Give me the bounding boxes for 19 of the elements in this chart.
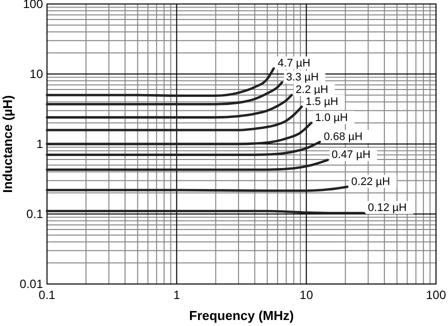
series-label: 2.2 µH <box>296 84 328 96</box>
series-label: 4.7 µH <box>278 57 310 70</box>
y-tick-label: 0.1 <box>26 207 44 221</box>
y-tick-label: 1 <box>36 137 44 151</box>
y-tick-label: 10 <box>30 67 44 81</box>
series-label: 0.47 µH <box>332 149 370 162</box>
series-label: 0.12 µH <box>368 202 407 214</box>
y-tick-label: 0.01 <box>20 277 44 291</box>
y-axis-title: Inductance (µH) <box>0 95 15 193</box>
series-label: 3.3 µH <box>286 71 319 84</box>
series-label: 0.22 µH <box>351 176 390 188</box>
x-tick-label: 1 <box>173 288 180 302</box>
series-label: 0.68 µH <box>324 130 363 143</box>
series-label: 1.5 µH <box>306 96 338 108</box>
x-tick-label: 0.1 <box>38 288 56 302</box>
x-tick-label: 100 <box>426 288 446 302</box>
series-label: 1.0 µH <box>315 112 348 124</box>
x-tick-label: 10 <box>300 288 314 302</box>
x-axis-title: Frequency (MHz) <box>189 308 294 323</box>
